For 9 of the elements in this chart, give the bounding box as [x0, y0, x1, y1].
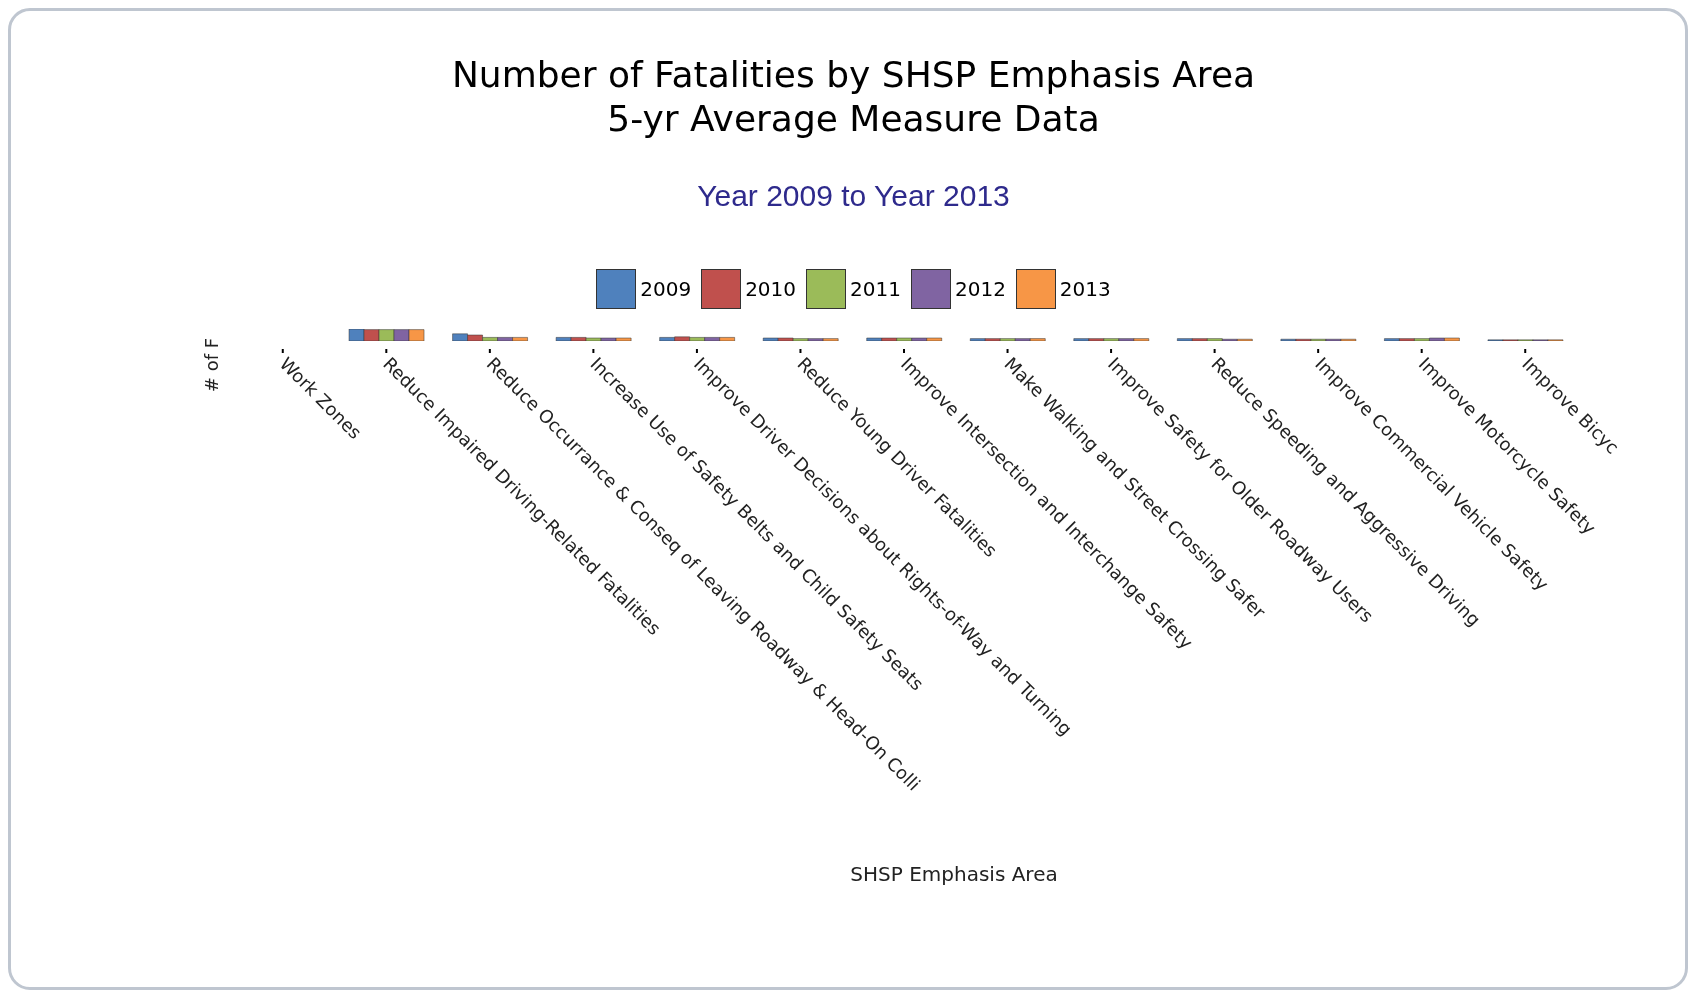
legend-label: 2009 [640, 277, 692, 301]
legend-label: 2012 [954, 277, 1006, 301]
legend-label: 2010 [745, 277, 797, 301]
y-axis-title: # of F [200, 337, 222, 393]
chart-subtitle: Year 2009 to Year 2013 [696, 179, 1011, 213]
x-axis-title: SHSP Emphasis Area [850, 862, 1058, 886]
legend-label: 2011 [850, 277, 901, 301]
chart-title: Number of Fatalities by SHSP Emphasis Area 5-yr Average Measure Data [450, 53, 1257, 141]
legend-label: 2013 [1059, 277, 1111, 301]
